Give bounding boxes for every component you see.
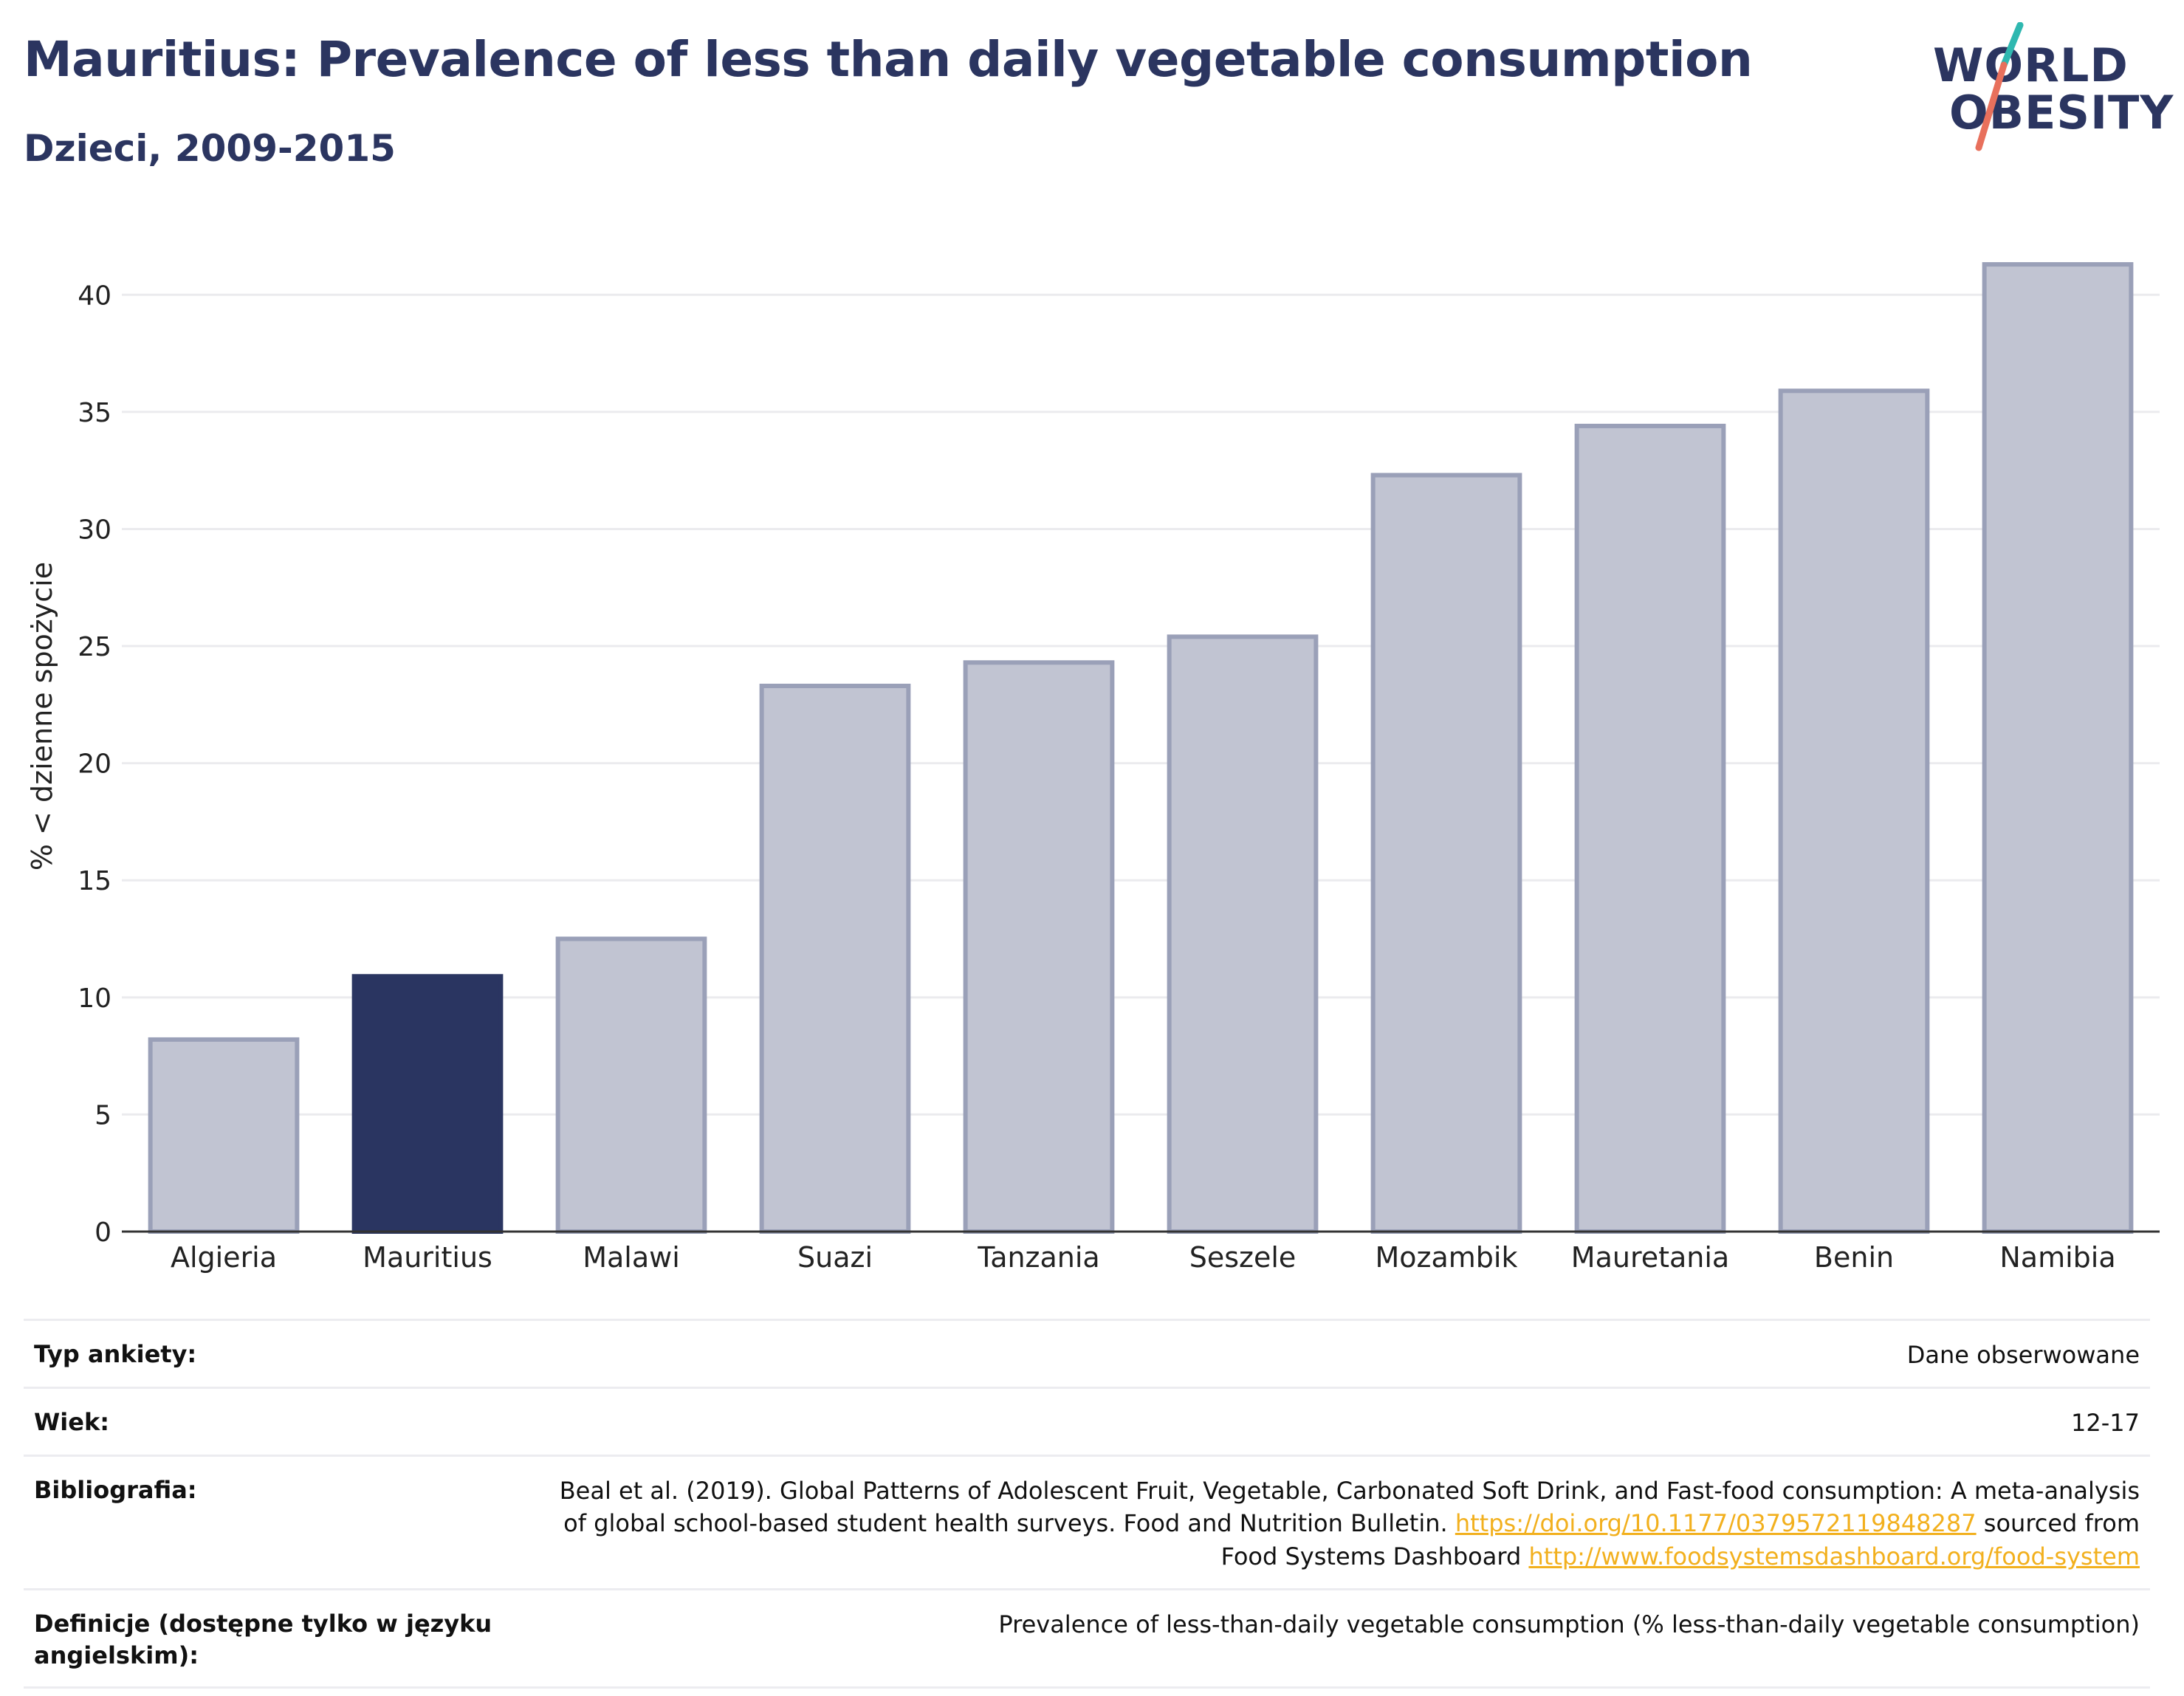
bar-namibia[interactable]: [1982, 262, 2134, 1235]
axes: 0 5 10 15 20 25 30 35 40 Algieria Mauritius Malawi S…: [78, 281, 2160, 1274]
x-tick-label: Mauritius: [363, 1241, 492, 1274]
bibliography-text-2: sourced from Food Systems Dashboard: [1220, 1509, 2140, 1571]
x-tick-label: Mozambik: [1376, 1241, 1518, 1274]
bar-mauretania[interactable]: [1574, 423, 1726, 1234]
info-table: Typ ankiety: Dane obserwowane Wiek: 12-1…: [24, 1319, 2150, 1689]
bibliography-text-1: Beal et al. (2019). Global Patterns of A…: [559, 1476, 2140, 1538]
bibliography-value: Beal et al. (2019). Global Patterns of A…: [530, 1474, 2140, 1573]
x-tick-label: Benin: [1814, 1241, 1894, 1274]
y-tick-label: 10: [78, 983, 111, 1014]
bar-algieria[interactable]: [148, 1037, 300, 1234]
info-row-definitions: Definicje (dostępne tylko w języku angie…: [24, 1587, 2150, 1689]
bar-seszele[interactable]: [1167, 634, 1319, 1234]
y-tick-label: 30: [78, 515, 111, 545]
x-tick-label: Seszele: [1189, 1241, 1297, 1274]
survey-type-value: Dane obserwowane: [1906, 1341, 2140, 1369]
doi-link[interactable]: https://doi.org/10.1177/0379572119848287: [1455, 1509, 1977, 1538]
logo-slash-icon: [1975, 22, 2024, 151]
age-value: 12-17: [2071, 1408, 2140, 1437]
bars: [148, 262, 2134, 1235]
x-tick-label: Algieria: [171, 1241, 277, 1274]
food-systems-link[interactable]: http://www.foodsystemsdashboard.org/food…: [1528, 1542, 2140, 1571]
y-tick-label: 35: [78, 398, 111, 428]
y-tick-label: 0: [95, 1218, 111, 1248]
x-tick-label: Suazi: [797, 1241, 873, 1274]
survey-type-label: Typ ankiety:: [34, 1340, 197, 1368]
bibliography-label: Bibliografia:: [34, 1475, 197, 1504]
x-tick-label: Mauretania: [1571, 1241, 1729, 1274]
y-tick-label: 25: [78, 632, 111, 662]
bar-chart: 0 5 10 15 20 25 30 35 40 Algieria Mauritius Malawi S…: [26, 262, 2160, 1274]
bar-mozambik[interactable]: [1370, 473, 1522, 1234]
y-tick-label: 15: [78, 866, 111, 896]
y-tick-label: 40: [78, 281, 111, 311]
info-row-survey-type: Typ ankiety: Dane obserwowane: [24, 1319, 2150, 1387]
info-row-age: Wiek: 12-17: [24, 1386, 2150, 1455]
bar-tanzania[interactable]: [963, 660, 1115, 1234]
info-row-bibliography: Bibliografia: Beal et al. (2019). Global…: [24, 1454, 2150, 1588]
y-axis-label: % < dzienne spożycie: [26, 562, 58, 871]
definitions-label: Definicje (dostępne tylko w języku angie…: [34, 1609, 492, 1670]
bar-benin[interactable]: [1778, 388, 1930, 1235]
page-title: Mauritius: Prevalence of less than daily…: [24, 31, 1753, 88]
x-tick-label: Malawi: [583, 1241, 680, 1274]
y-tick-label: 5: [95, 1100, 111, 1130]
bar-suazi[interactable]: [759, 683, 911, 1234]
definitions-value: Prevalence of less-than-daily vegetable …: [998, 1610, 2140, 1638]
age-label: Wiek:: [34, 1407, 110, 1436]
x-tick-label: Namibia: [1999, 1241, 2115, 1274]
bar-mauritius[interactable]: [351, 974, 504, 1234]
bar-malawi[interactable]: [555, 936, 707, 1234]
logo-line-1: WORLD: [1933, 38, 2129, 92]
page-subtitle: Dzieci, 2009-2015: [24, 127, 396, 170]
y-tick-label: 20: [78, 749, 111, 780]
world-obesity-logo: WORLD OBESITY: [1927, 22, 2173, 155]
x-tick-label: Tanzania: [977, 1241, 1099, 1274]
